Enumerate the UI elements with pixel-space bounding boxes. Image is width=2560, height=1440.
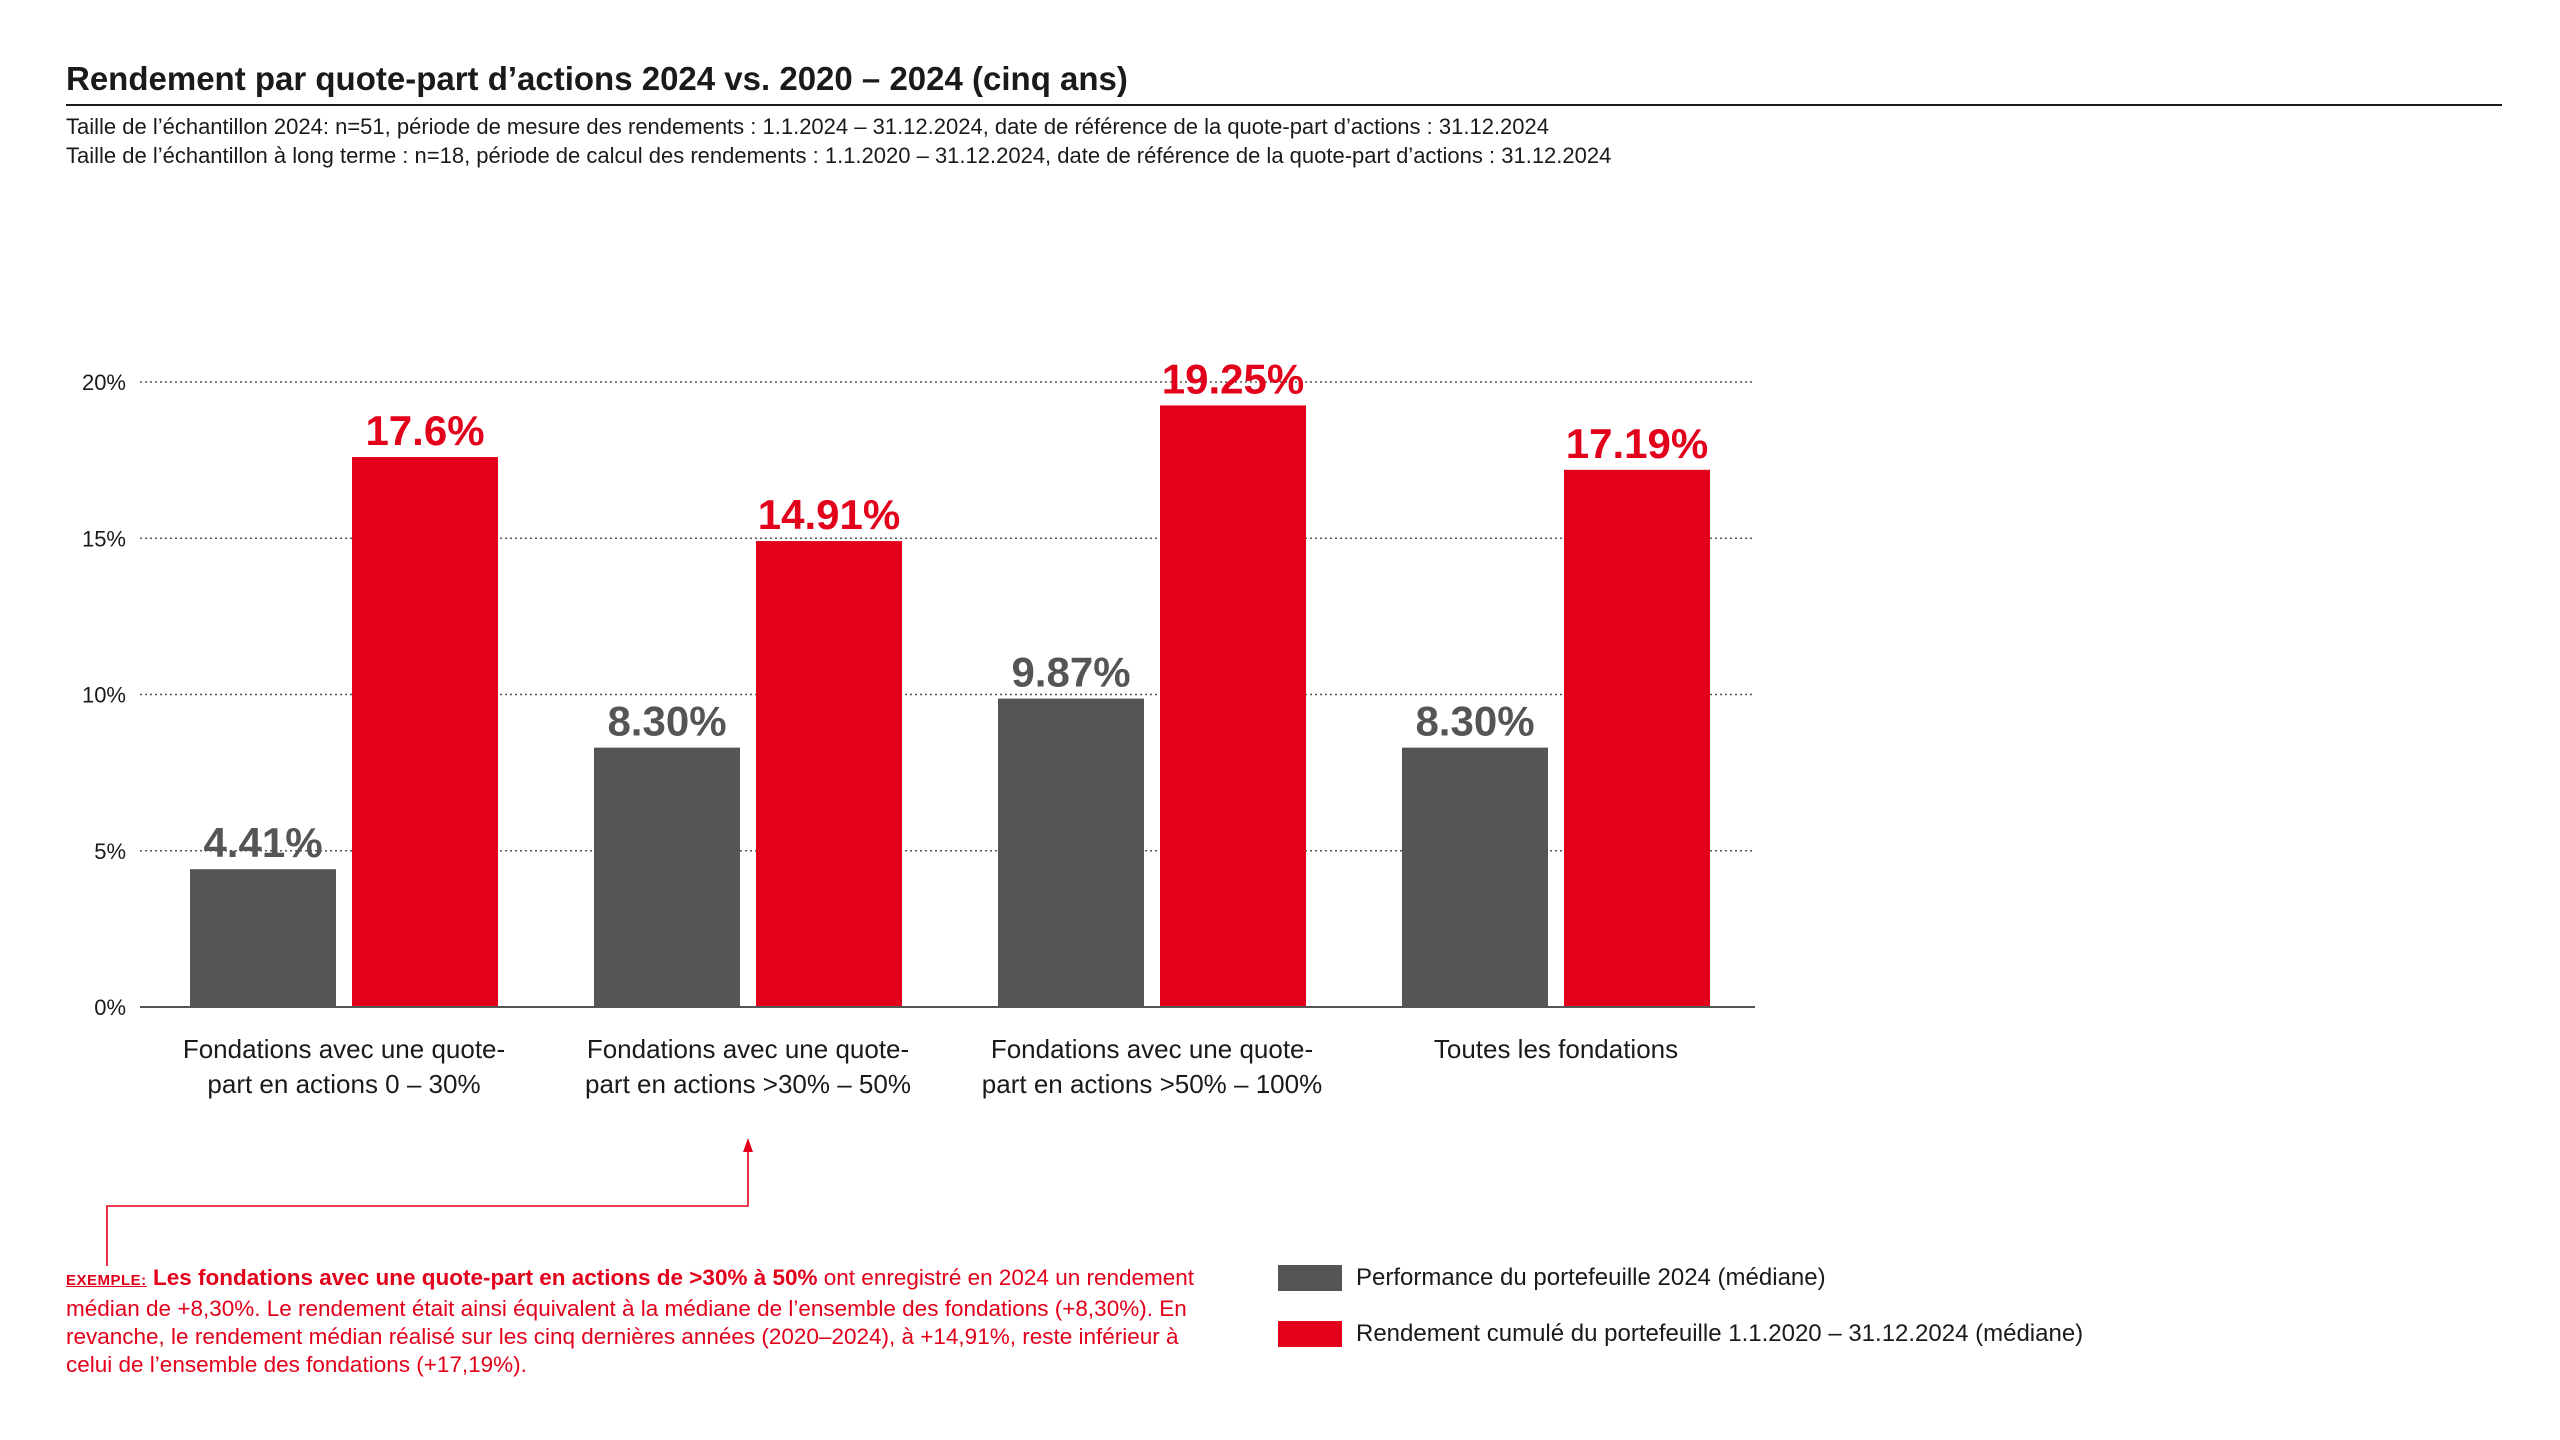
legend-label-performance-2024: Performance du portefeuille 2024 (médian… [1356, 1264, 1826, 1291]
category-label-line: part en actions >50% – 100% [982, 1069, 1322, 1099]
bars [190, 405, 1710, 1007]
category-label-line: part en actions 0 – 30% [207, 1069, 480, 1099]
data-label-s0-c1: 8.30% [607, 698, 726, 745]
category-label-0: Fondations avec une quote-part en action… [183, 1034, 505, 1099]
data-label-s0-c0: 4.41% [203, 819, 322, 866]
y-axis-ticks: 0% 5% 10% 15% 20% [82, 370, 126, 1020]
y-tick-label-0: 0% [94, 995, 126, 1020]
legend-label-cumulative-2020-2024: Rendement cumulé du portefeuille 1.1.202… [1356, 1320, 2084, 1347]
data-label-s1-c3: 17.19% [1566, 420, 1708, 467]
category-label-line: part en actions >30% – 50% [585, 1069, 911, 1099]
category-label-line: Fondations avec une quote- [991, 1034, 1313, 1064]
bar-s1-c3 [1564, 469, 1710, 1007]
y-tick-label-4: 20% [82, 370, 126, 395]
data-label-s1-c1: 14.91% [758, 491, 900, 538]
y-tick-label-2: 10% [82, 683, 126, 708]
subtitle-sample-2024: Taille de l’échantillon 2024: n=51, péri… [66, 114, 1549, 139]
bar-s0-c1 [594, 747, 740, 1007]
y-tick-label-1: 5% [94, 839, 126, 864]
y-tick-label-3: 15% [82, 526, 126, 551]
data-labels: 4.41% 17.6% 8.30% 14.91% 9.87% 19.25% 8.30% 17.… [203, 355, 1708, 866]
example-callout-arrow [106, 1148, 749, 1266]
category-labels: Fondations avec une quote-part en action… [183, 1034, 1678, 1099]
example-prefix: EXEMPLE: [66, 1272, 147, 1289]
bar-s1-c2 [1160, 405, 1306, 1007]
data-label-s0-c3: 8.30% [1415, 698, 1534, 745]
category-label-1: Fondations avec une quote-part en action… [585, 1034, 911, 1099]
example-callout-arrowhead [743, 1138, 753, 1152]
category-label-2: Fondations avec une quote-part en action… [982, 1034, 1322, 1099]
category-label-line: Toutes les fondations [1434, 1034, 1678, 1064]
bar-s0-c0 [190, 869, 336, 1007]
example-lead-text: Les fondations avec une quote-part en ac… [152, 1265, 818, 1290]
category-label-3: Toutes les fondations [1434, 1034, 1678, 1064]
bar-s0-c2 [998, 698, 1144, 1007]
legend-swatch-red [1278, 1321, 1342, 1347]
legend-item-performance-2024: Performance du portefeuille 2024 (médian… [1278, 1264, 1826, 1292]
data-label-s1-c2: 19.25% [1162, 355, 1304, 402]
example-body-text: ont enregistré en 2024 un rendement médi… [66, 1265, 1195, 1377]
title-divider [66, 104, 2502, 106]
legend-swatch-grey [1278, 1265, 1342, 1291]
bar-s0-c3 [1402, 747, 1548, 1007]
bar-s1-c1 [756, 541, 902, 1007]
category-label-line: Fondations avec une quote- [587, 1034, 909, 1064]
data-label-s0-c2: 9.87% [1011, 649, 1130, 696]
example-note: EXEMPLE: Les fondations avec une quote-p… [66, 1264, 1206, 1379]
legend-item-cumulative-2020-2024: Rendement cumulé du portefeuille 1.1.202… [1278, 1320, 2083, 1348]
subtitle-sample-long-term: Taille de l’échantillon à long terme : n… [66, 143, 1612, 168]
bar-s1-c0 [352, 457, 498, 1007]
data-label-s1-c0: 17.6% [365, 407, 484, 454]
page-title: Rendement par quote-part d’actions 2024 … [66, 60, 1128, 97]
category-label-line: Fondations avec une quote- [183, 1034, 505, 1064]
